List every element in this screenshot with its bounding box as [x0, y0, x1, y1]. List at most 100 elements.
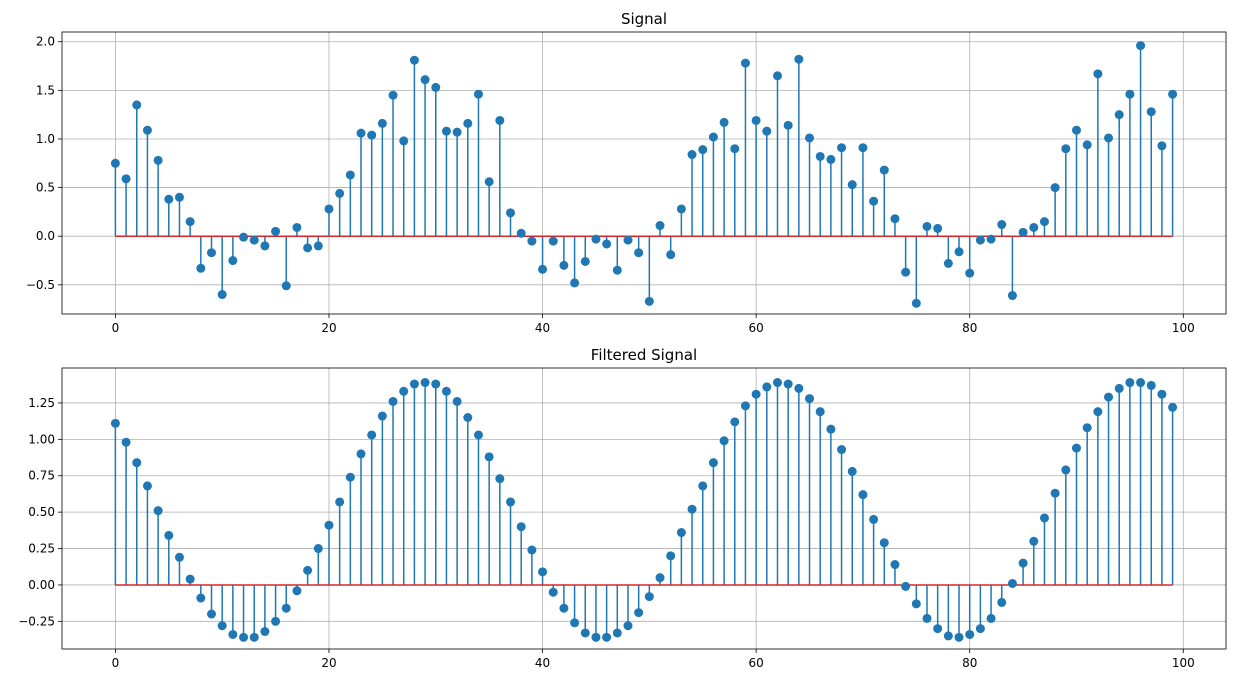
- signal-marker: [1007, 291, 1017, 301]
- signal-x-tick-label: 100: [1172, 321, 1195, 335]
- signal-marker: [997, 220, 1007, 230]
- signal-marker: [1018, 227, 1028, 237]
- signal-marker: [1029, 222, 1039, 232]
- signal-marker: [153, 155, 163, 165]
- signal-marker: [228, 256, 238, 266]
- filtered-marker: [441, 386, 451, 396]
- signal-marker: [548, 236, 558, 246]
- filtered-marker: [121, 437, 131, 447]
- signal-marker: [1157, 141, 1167, 151]
- signal-marker: [986, 234, 996, 244]
- signal-marker: [1061, 144, 1071, 154]
- signal-marker: [676, 204, 686, 214]
- signal-marker: [826, 154, 836, 164]
- signal-stems: [114, 45, 1174, 304]
- filtered-marker: [879, 538, 889, 548]
- signal-marker: [196, 263, 206, 273]
- filtered-y-tick-label: 0.25: [28, 542, 55, 556]
- filtered-marker: [388, 396, 398, 406]
- signal-marker: [1050, 183, 1060, 193]
- filtered-marker: [772, 378, 782, 388]
- filtered-marker: [377, 411, 387, 421]
- signal-grid: [62, 32, 1226, 314]
- signal-marker: [879, 165, 889, 175]
- signal-x-tick-label: 60: [748, 321, 763, 335]
- filtered-marker: [612, 628, 622, 638]
- signal-marker: [292, 222, 302, 232]
- filtered-stems: [114, 382, 1174, 638]
- filtered-marker: [399, 386, 409, 396]
- filtered-marker: [559, 603, 569, 613]
- filtered-marker: [217, 621, 227, 631]
- signal-x-tick-label: 20: [321, 321, 336, 335]
- signal-marker: [420, 75, 430, 85]
- signal-marker: [495, 115, 505, 125]
- filtered-marker: [1018, 558, 1028, 568]
- filtered-marker: [794, 383, 804, 393]
- filtered-marker: [687, 504, 697, 514]
- signal-marker: [772, 71, 782, 81]
- filtered-marker: [1146, 380, 1156, 390]
- filtered-marker: [1029, 536, 1039, 546]
- signal-x-tick-label: 0: [112, 321, 120, 335]
- filtered-marker: [281, 603, 291, 613]
- signal-marker: [794, 54, 804, 64]
- signal-marker: [858, 143, 868, 153]
- signal-marker: [1039, 217, 1049, 227]
- filtered-marker: [1093, 407, 1103, 417]
- filtered-marker: [922, 613, 932, 623]
- signal-marker: [591, 234, 601, 244]
- filtered-marker: [452, 396, 462, 406]
- signal-marker: [815, 151, 825, 161]
- filtered-marker: [580, 628, 590, 638]
- filtered-marker: [570, 618, 580, 628]
- signal-marker: [132, 100, 142, 110]
- signal-y-tick-label: 1.0: [36, 132, 55, 146]
- signal-marker: [121, 174, 131, 184]
- signal-marker: [313, 241, 323, 251]
- filtered-marker: [516, 522, 526, 532]
- signal-marker: [708, 132, 718, 142]
- filtered-y-tick-label: 1.25: [28, 396, 55, 410]
- filtered-marker: [954, 632, 964, 642]
- signal-marker: [452, 127, 462, 137]
- signal-marker: [185, 217, 195, 227]
- signal-x-tick-label: 80: [962, 321, 977, 335]
- filtered-marker: [751, 389, 761, 399]
- filtered-marker: [869, 514, 879, 524]
- signal-marker: [388, 90, 398, 100]
- signal-marker: [271, 226, 281, 236]
- signal-marker: [975, 235, 985, 245]
- signal-marker: [463, 118, 473, 128]
- signal-marker: [719, 117, 729, 127]
- signal-marker: [751, 115, 761, 125]
- signal-marker: [570, 278, 580, 288]
- signal-marker: [1168, 89, 1178, 99]
- signal-marker: [805, 133, 815, 143]
- signal-marker: [303, 243, 313, 253]
- signal-marker: [506, 208, 516, 218]
- signal-marker: [431, 82, 441, 92]
- filtered-frame: [61, 367, 1227, 650]
- filtered-marker: [975, 624, 985, 634]
- filtered-marker: [335, 497, 345, 507]
- filtered-y-tick-label: 1.00: [28, 432, 55, 446]
- signal-x-tick-label: 40: [535, 321, 550, 335]
- signal-marker: [623, 235, 633, 245]
- signal-marker: [783, 120, 793, 130]
- filtered-x-tick-label: 80: [962, 656, 977, 670]
- filtered-y-tick-label: 0.00: [28, 578, 55, 592]
- filtered-marker: [324, 520, 334, 530]
- filtered-marker: [826, 424, 836, 434]
- signal-marker: [1104, 133, 1114, 143]
- filtered-x-tick-label: 60: [748, 656, 763, 670]
- filtered-y-tick-label: 0.75: [28, 469, 55, 483]
- signal-frame: [61, 31, 1227, 315]
- signal-marker: [249, 235, 259, 245]
- signal-marker: [762, 126, 772, 136]
- signal-marker: [740, 58, 750, 68]
- filtered-marker: [431, 379, 441, 389]
- filtered-marker: [740, 401, 750, 411]
- signal-marker: [324, 204, 334, 214]
- signal-marker: [367, 130, 377, 140]
